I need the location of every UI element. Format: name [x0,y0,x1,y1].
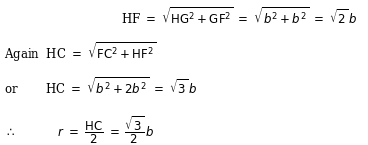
Text: or $\;\;\;\quad$ HC $=$ $\sqrt{b^2+2b^2}$ $=$ $\sqrt{3}\,b$: or $\;\;\;\quad$ HC $=$ $\sqrt{b^2+2b^2}… [4,76,197,98]
Text: Again  HC $=$ $\sqrt{\mathrm{FC}^2 + \mathrm{HF}^2}$: Again HC $=$ $\sqrt{\mathrm{FC}^2 + \mat… [4,40,156,64]
Text: HF $=$ $\sqrt{\mathrm{HG}^2 + \mathrm{GF}^2}$ $=$ $\sqrt{b^2+b^2}$ $=$ $\sqrt{2}: HF $=$ $\sqrt{\mathrm{HG}^2 + \mathrm{GF… [121,7,358,28]
Text: $\therefore$ $\qquad\quad$ $r$ $=$ $\dfrac{\mathrm{HC}}{2}$ $=$ $\dfrac{\sqrt{3}: $\therefore$ $\qquad\quad$ $r$ $=$ $\dfr… [4,115,154,145]
